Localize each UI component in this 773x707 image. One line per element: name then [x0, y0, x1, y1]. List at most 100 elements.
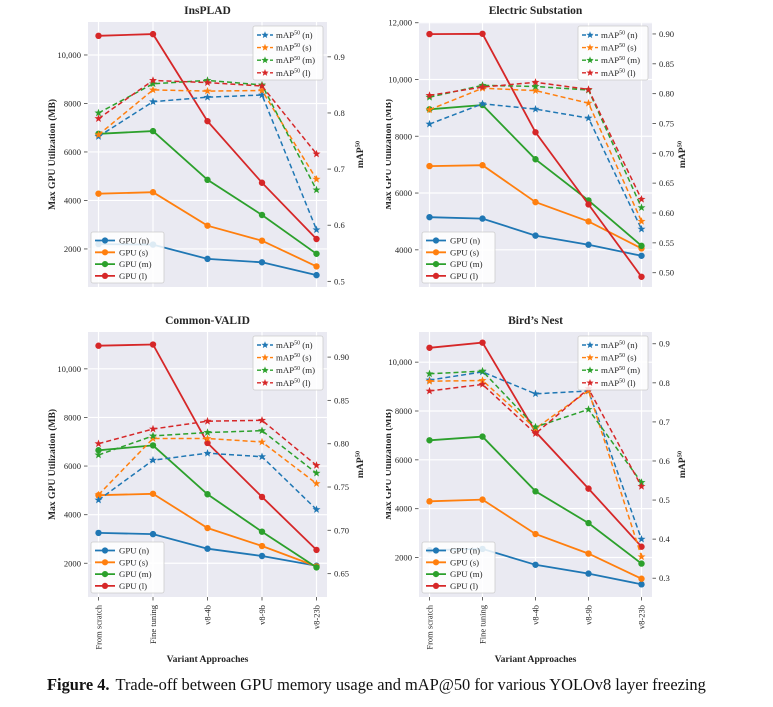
map-point-s	[149, 85, 157, 94]
gpu-point-m	[149, 442, 157, 449]
left-tick-label: 4000	[395, 504, 412, 514]
chart-birds-nest: 2000 4000 6000 8000 10,000 0.3 0.4 0.5 0.6 0.7 0.8…	[386, 315, 688, 665]
map-point-m	[312, 468, 321, 477]
map-point-s	[637, 217, 646, 225]
gpu-legend-label: GPU (s)	[450, 247, 479, 257]
map-point-s	[94, 490, 103, 499]
right-tick-label: 0.80	[659, 89, 674, 99]
left-tick-label: 10,000	[57, 50, 81, 60]
gpu-point-s	[532, 530, 539, 538]
gpu-legend: GPU (n)GPU (s) GPU (m) GPU (l)	[90, 231, 165, 284]
gpu-legend-label: GPU (s)	[119, 247, 148, 257]
chart-title: Electric Substation	[489, 5, 583, 17]
left-axis-label: Max GPU Utilization (MB)	[386, 409, 394, 520]
map-point-s	[312, 479, 321, 487]
right-tick-label: 0.4	[659, 534, 670, 544]
gpu-point-n	[95, 529, 102, 537]
left-tick-label: 8000	[64, 98, 81, 108]
map-point-s	[425, 377, 434, 385]
right-tick-label: 0.55	[659, 238, 674, 248]
chart-title: InsPLAD	[184, 5, 231, 17]
gpu-point-n	[585, 241, 592, 248]
map-point-l	[94, 439, 103, 448]
map-legend: mAP50 (n) mAP50 (s) mAP50 (m) mAP50 (l)	[252, 335, 324, 391]
gpu-point-s	[204, 222, 211, 229]
gpu-point-m	[258, 211, 266, 219]
right-tick-label: 0.75	[659, 118, 674, 128]
x-tick-label: v8-23b	[637, 605, 647, 629]
gpu-point-n	[638, 252, 645, 259]
caption-label: Figure 4.	[47, 675, 110, 694]
left-tick-label: 8000	[395, 131, 412, 141]
map-point-l	[478, 82, 487, 91]
map-line-n	[429, 371, 643, 540]
map-point-m	[584, 405, 593, 413]
map-line-n	[429, 103, 643, 230]
gpu-point-n	[258, 552, 266, 560]
left-tick-label: 4000	[395, 245, 412, 255]
map-point-m	[312, 185, 321, 194]
gpu-point-l	[426, 344, 433, 351]
gpu-point-l	[258, 493, 266, 501]
right-tick-label: 0.9	[334, 52, 345, 62]
map-legend-label: mAP50 (m)	[276, 365, 315, 375]
map-point-n	[258, 90, 266, 99]
map-point-m	[94, 108, 103, 117]
gpu-legend-label: GPU (m)	[450, 569, 483, 579]
right-tick-label: 0.50	[659, 268, 674, 278]
gpu-legend-label: GPU (l)	[119, 271, 147, 281]
map-point-l	[203, 78, 212, 87]
map-point-n	[94, 495, 103, 504]
gpu-legend-label: GPU (n)	[119, 546, 149, 556]
gpu-point-m	[95, 447, 102, 454]
gpu-point-s	[479, 162, 486, 169]
gpu-point-l	[585, 485, 592, 492]
map-point-l	[425, 386, 434, 395]
gpu-point-s	[204, 524, 211, 532]
map-point-s	[149, 434, 157, 442]
gpu-legend-label: GPU (n)	[450, 546, 480, 556]
left-tick-label: 8000	[395, 406, 412, 416]
gpu-legend-label: GPU (s)	[450, 557, 479, 567]
x-tick-label: v8-4b	[203, 605, 213, 625]
map-point-l	[425, 91, 434, 99]
gpu-point-m	[204, 491, 211, 498]
right-tick-label: 0.5	[334, 276, 345, 286]
right-tick-label: 0.80	[334, 439, 349, 449]
right-tick-label: 0.70	[659, 148, 674, 158]
right-tick-label: 0.65	[334, 569, 349, 579]
map-point-l	[584, 85, 593, 93]
gpu-point-m	[638, 242, 645, 250]
left-tick-label: 4000	[64, 195, 81, 205]
map-legend-label: mAP50 (m)	[601, 365, 640, 375]
right-tick-label: 0.60	[659, 208, 674, 218]
map-point-m	[149, 431, 157, 440]
map-point-l	[531, 429, 540, 438]
right-axis-label: mAP50	[677, 141, 688, 168]
map-point-l	[637, 482, 646, 490]
left-tick-label: 2000	[395, 552, 412, 562]
gpu-point-m	[149, 127, 157, 135]
gpu-point-s	[585, 218, 592, 225]
left-tick-label: 12,000	[388, 18, 412, 28]
left-tick-label: 2000	[64, 244, 81, 254]
map-line-n	[98, 94, 318, 230]
map-point-n	[478, 99, 487, 108]
map-point-l	[478, 380, 487, 388]
map-point-m	[149, 79, 157, 88]
map-point-l	[149, 76, 157, 84]
x-tick-label: From scratch	[94, 604, 104, 649]
right-tick-label: 0.85	[659, 59, 674, 69]
gpu-point-l	[204, 439, 211, 447]
map-point-n	[637, 534, 646, 543]
right-tick-label: 0.8	[334, 108, 345, 118]
map-legend-label: mAP50 (s)	[601, 43, 637, 53]
gpu-point-m	[532, 488, 539, 495]
left-tick-label: 4000	[64, 510, 81, 520]
right-tick-label: 0.6	[659, 456, 670, 466]
gpu-point-l	[149, 341, 157, 348]
gpu-point-s	[532, 198, 539, 206]
left-axis-label: Max GPU Utilization (MB)	[386, 99, 394, 210]
gpu-point-n	[204, 545, 211, 552]
chart-title: Bird’s Nest	[508, 315, 563, 327]
